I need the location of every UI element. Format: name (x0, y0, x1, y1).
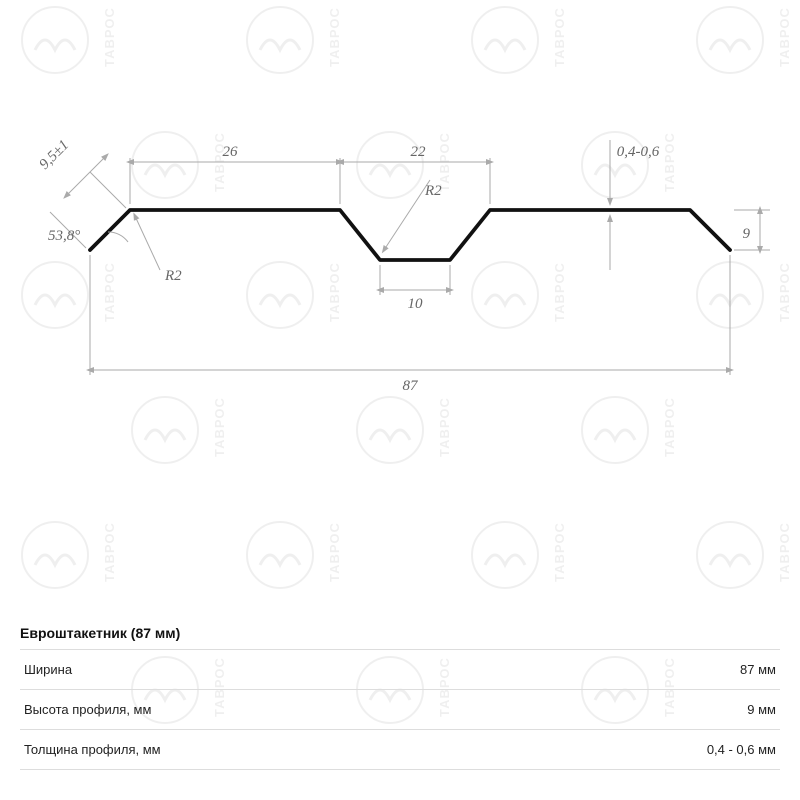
dim-top-left: 26 (223, 144, 239, 160)
table-row: Толщина профиля, мм 0,4 - 0,6 мм (20, 730, 780, 770)
dim-r2-center: R2 (424, 183, 442, 199)
spec-title: Евроштакетник (87 мм) (20, 617, 780, 650)
dim-top-right: 22 (411, 144, 427, 160)
spec-label: Толщина профиля, мм (24, 742, 161, 757)
profile-path (90, 210, 730, 260)
dim-valley: 10 (408, 296, 424, 312)
spec-value: 0,4 - 0,6 мм (707, 742, 776, 757)
spec-label: Высота профиля, мм (24, 702, 151, 717)
dim-thickness: 0,4-0,6 (617, 144, 660, 160)
table-row: Ширина 87 мм (20, 650, 780, 690)
dim-angle: 53,8° (48, 228, 80, 244)
spec-value: 9 мм (747, 702, 776, 717)
profile-diagram: 26 22 0,4-0,6 9 9,5±1 53,8° R2 R2 10 87 (30, 120, 770, 400)
spec-value: 87 мм (740, 662, 776, 677)
spec-table: Евроштакетник (87 мм) Ширина 87 мм Высот… (20, 617, 780, 770)
table-row: Высота профиля, мм 9 мм (20, 690, 780, 730)
dim-height: 9 (743, 226, 751, 242)
dim-edge: 9,5±1 (37, 137, 73, 173)
spec-label: Ширина (24, 662, 72, 677)
dim-r2-left: R2 (164, 268, 182, 284)
dim-total: 87 (403, 378, 420, 394)
